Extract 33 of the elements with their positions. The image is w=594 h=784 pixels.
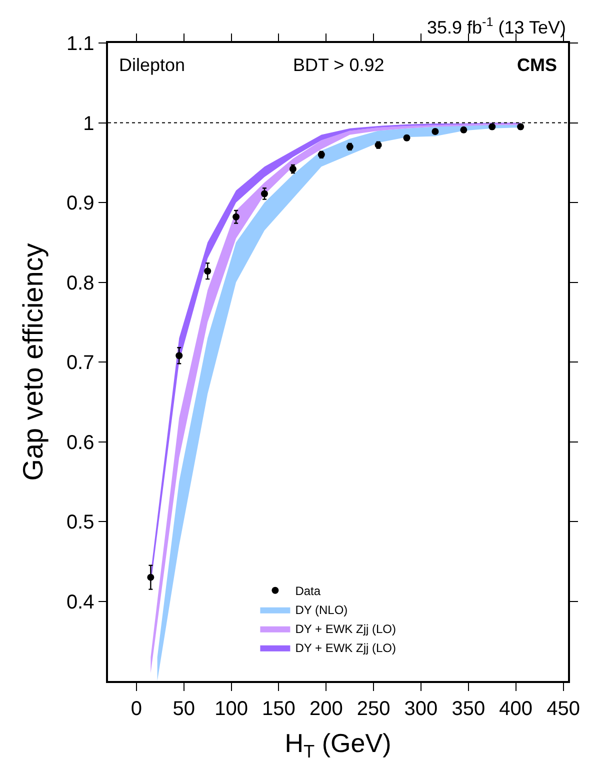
annotation: CMS <box>517 55 557 75</box>
y-tick-label: 0.9 <box>66 192 94 214</box>
point <box>147 574 154 581</box>
annotation: Dilepton <box>119 55 186 75</box>
text: 35.9 fb$^{-1}$ (13 TeV) <box>427 15 566 38</box>
y-tick-label: 1.1 <box>66 33 94 55</box>
legend-label: Data <box>295 584 321 598</box>
point <box>176 352 183 360</box>
point <box>232 213 240 220</box>
y-tick-label: 0.4 <box>66 591 94 614</box>
y-tick-label: 0.5 <box>66 512 94 534</box>
x-tick-label: 150 <box>262 698 296 720</box>
x-tick-label: 100 <box>214 698 248 720</box>
x-tick-label: 300 <box>404 698 438 720</box>
x-tick-label: 200 <box>309 698 343 720</box>
point <box>260 190 268 198</box>
point <box>204 268 212 275</box>
y-tick-label: 0.8 <box>66 272 94 294</box>
x-tick-label: 400 <box>499 698 533 720</box>
annotation: BDT > 0.92 <box>293 55 384 75</box>
y-tick-label: 1 <box>83 112 94 135</box>
x-tick-label: 350 <box>452 698 486 720</box>
legend-label: DY (NLO) <box>295 603 348 618</box>
y-axis-title: Gap veto efficiency <box>18 243 49 481</box>
legend-label: DY + EWK Zjj (LO) <box>295 641 396 656</box>
y-tick-label: 0.7 <box>66 352 94 374</box>
y-tick-label: 0.6 <box>66 432 94 454</box>
x-axis-title: H$_{T}$ (GeV) <box>284 728 392 762</box>
x-tick-label: 250 <box>356 698 390 720</box>
x-tick-label: 450 <box>546 698 580 720</box>
x-tick-label: 50 <box>172 698 196 720</box>
legend-label: DY + EWK Zjj (LO) <box>295 622 396 636</box>
x-tick-label: 0 <box>130 698 142 720</box>
